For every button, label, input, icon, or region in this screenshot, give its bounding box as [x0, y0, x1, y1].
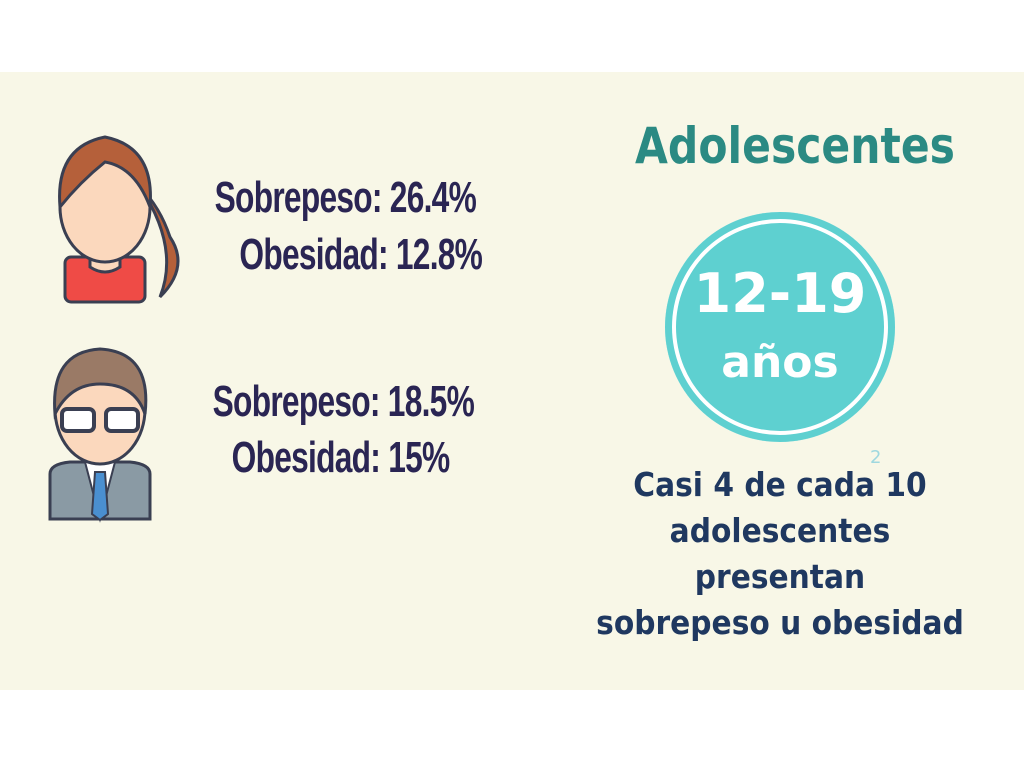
age-range: 12-19 — [693, 262, 867, 325]
slide: Sobrepeso: 26.4% Obesidad: 12.8% Sobrepe… — [0, 72, 1024, 690]
age-unit: años — [721, 337, 839, 388]
title: Adolescentes — [635, 117, 955, 175]
stat-line: Obesidad: 12.8% — [239, 230, 482, 279]
stat-line: Sobrepeso: 26.4% — [214, 173, 477, 222]
caption: Casi 4 de cada 10 adolescentes presentan… — [582, 462, 978, 646]
footnote-mark: 2 — [870, 447, 882, 468]
caption-line: Casi 4 de cada 10 — [633, 465, 927, 504]
male-icon — [48, 347, 152, 523]
stat-line: Obesidad: 15% — [231, 433, 449, 482]
caption-line: adolescentes presentan — [669, 511, 891, 596]
stat-line: Sobrepeso: 18.5% — [212, 377, 475, 426]
caption-line: sobrepeso u obesidad — [596, 603, 964, 642]
female-icon — [58, 135, 180, 304]
age-badge: 12-19 años — [665, 212, 895, 442]
